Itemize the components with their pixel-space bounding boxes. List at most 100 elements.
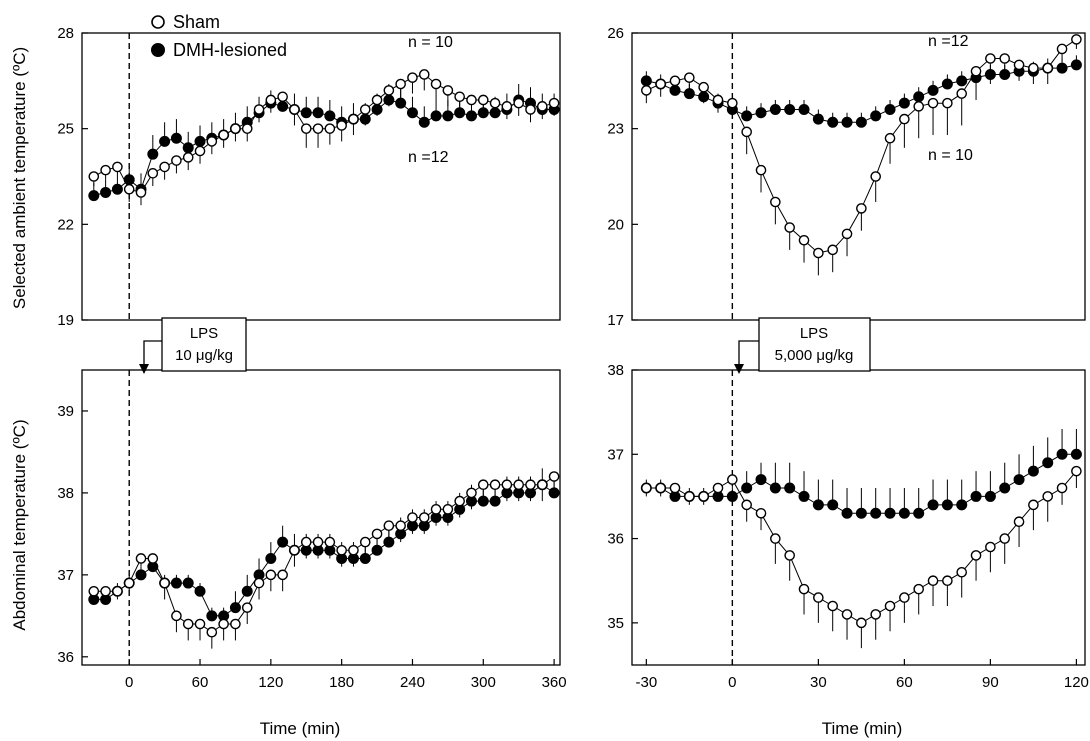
data-point-sham-bottom-right	[927, 575, 939, 587]
y-tick-label-bottom-right: 36	[607, 531, 624, 548]
data-point-sham-bottom-right	[856, 617, 867, 629]
lps-arrowhead-left	[139, 364, 149, 374]
data-point-sham-top-left	[548, 97, 560, 109]
data-point-dmh-bottom-left	[206, 610, 218, 622]
data-point-dmh-bottom-right	[970, 490, 982, 502]
series-line-sham-bottom-left	[93, 476, 555, 633]
annotation-top-left-dmh-n: n =12	[408, 149, 449, 166]
panel-bottom-left: 36 37 38 39 0 60 120 180 240 300 360	[57, 369, 567, 691]
x-tick-label-bottom-left: 240	[400, 674, 425, 691]
data-point-sham-top-left	[536, 101, 548, 112]
data-point-dmh-top-right	[698, 91, 710, 103]
data-point-sham-top-left	[407, 72, 418, 83]
data-point-dmh-top-left	[277, 100, 289, 112]
lps-arrow-right	[738, 340, 759, 372]
data-point-dmh-top-left	[312, 107, 324, 119]
data-point-dmh-top-left	[147, 148, 159, 160]
data-point-sham-top-left	[418, 69, 430, 80]
data-point-sham-top-left	[112, 161, 123, 173]
data-point-dmh-bottom-right	[855, 507, 867, 519]
lps-box-left-frame	[161, 317, 247, 372]
y-tick-label-top-left: 22	[57, 216, 74, 233]
data-point-dmh-top-left	[477, 107, 489, 119]
data-point-dmh-top-left	[406, 107, 418, 119]
data-point-sham-bottom-left	[182, 618, 194, 630]
data-point-sham-top-right	[899, 113, 910, 125]
data-point-dmh-top-left	[159, 135, 171, 147]
data-point-sham-top-left	[442, 85, 454, 96]
panel-top-right: 17 20 23 26	[607, 25, 1086, 329]
data-point-sham-top-right	[870, 171, 882, 182]
data-point-sham-bottom-right	[899, 592, 910, 603]
data-point-dmh-top-left	[371, 104, 383, 116]
data-point-dmh-bottom-left	[194, 585, 206, 597]
data-point-dmh-top-left	[111, 183, 123, 195]
data-point-dmh-top-right	[798, 104, 810, 116]
data-point-sham-bottom-right	[956, 566, 968, 578]
data-point-sham-top-left	[477, 94, 489, 106]
data-point-dmh-top-right	[927, 84, 939, 96]
lps-box-left-line1: LPS	[190, 325, 218, 342]
data-point-dmh-top-left	[100, 186, 112, 198]
data-point-sham-top-right	[956, 88, 968, 99]
data-point-dmh-top-right	[841, 116, 853, 128]
data-point-sham-top-left	[135, 187, 147, 198]
lps-box-right-frame	[758, 317, 871, 372]
data-point-sham-bottom-right	[985, 541, 996, 553]
data-point-sham-top-right	[813, 247, 824, 259]
data-point-dmh-bottom-right	[812, 499, 824, 511]
data-point-sham-top-right	[712, 94, 724, 106]
data-point-sham-top-right	[913, 101, 925, 112]
data-point-dmh-top-right	[1070, 59, 1082, 71]
data-point-dmh-top-left	[170, 132, 182, 144]
data-point-dmh-top-left	[430, 110, 442, 122]
data-point-sham-bottom-right	[970, 550, 982, 561]
data-point-sham-bottom-left	[300, 536, 312, 548]
legend: Sham DMH-lesioned	[151, 12, 287, 60]
data-point-sham-bottom-right	[698, 491, 709, 502]
data-point-sham-bottom-left	[383, 520, 395, 531]
data-point-sham-top-left	[395, 78, 406, 90]
data-point-dmh-top-right	[741, 110, 753, 122]
data-point-sham-bottom-left	[289, 544, 300, 556]
data-point-dmh-bottom-left	[135, 569, 147, 581]
series-line-sham-top-left	[93, 73, 555, 193]
data-point-sham-bottom-left	[501, 479, 513, 491]
data-point-dmh-top-left	[182, 142, 194, 154]
data-point-dmh-top-right	[941, 78, 953, 90]
data-point-sham-bottom-right	[1056, 482, 1068, 494]
lps-box-left-line2: 10 μg/kg	[175, 347, 233, 364]
data-point-sham-top-right	[985, 53, 996, 64]
legend-label-sham: Sham	[173, 12, 220, 32]
data-point-sham-bottom-right	[1042, 491, 1054, 502]
data-point-sham-bottom-right	[727, 474, 738, 485]
data-point-sham-top-left	[241, 123, 253, 134]
data-point-sham-bottom-right	[827, 600, 838, 612]
data-point-sham-top-left	[277, 91, 288, 103]
data-point-sham-bottom-right	[741, 499, 752, 511]
data-point-sham-bottom-left	[489, 479, 501, 491]
y-tick-label-top-right: 26	[607, 25, 624, 42]
data-point-sham-bottom-right	[669, 482, 681, 494]
data-point-sham-top-left	[489, 97, 501, 109]
x-tick-label-bottom-right: 90	[982, 674, 999, 691]
data-point-sham-top-right	[684, 72, 695, 83]
series-line-dmh-top-left	[93, 99, 555, 197]
data-point-sham-bottom-left	[147, 553, 159, 564]
data-point-sham-top-right	[1013, 59, 1025, 71]
data-point-dmh-top-right	[884, 104, 896, 116]
data-point-sham-bottom-right	[641, 482, 652, 494]
data-point-sham-top-left	[218, 129, 229, 141]
data-point-sham-bottom-left	[218, 618, 229, 630]
data-point-sham-bottom-left	[513, 479, 524, 491]
data-point-sham-bottom-left	[123, 577, 135, 589]
x-tick-label-bottom-right: 0	[728, 674, 736, 691]
annotation-top-left-sham-n: n = 10	[408, 34, 453, 51]
data-point-sham-top-right	[784, 222, 795, 233]
data-point-sham-top-left	[430, 78, 442, 90]
data-point-sham-top-left	[230, 123, 241, 134]
y-tick-label-top-left: 25	[57, 121, 74, 138]
data-point-sham-top-left	[265, 94, 277, 106]
data-point-sham-top-left	[100, 164, 111, 176]
data-point-sham-top-left	[501, 101, 513, 112]
